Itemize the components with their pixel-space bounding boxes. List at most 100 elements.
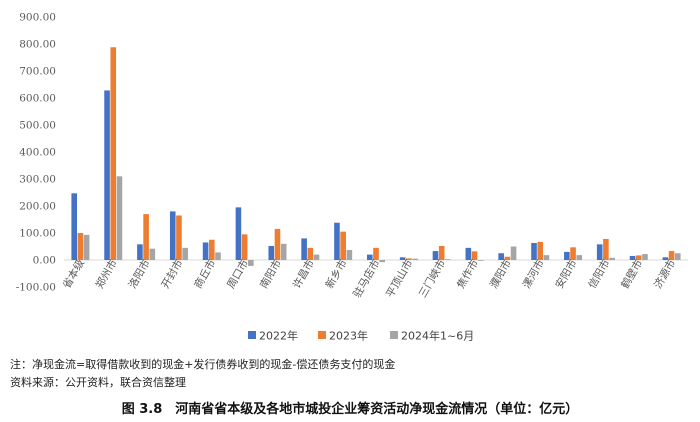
x-category-label: 许昌市 [290,257,317,291]
bar [531,242,537,260]
bar-group [531,241,550,260]
x-category-label: 济源市 [651,257,678,291]
bar-group [235,207,254,266]
x-category-label: 漯河市 [520,257,547,291]
y-tick-label: -100.00 [16,282,56,294]
bar [143,214,149,260]
bar [77,233,84,260]
bar [510,246,517,260]
legend-label: 2022年 [259,329,298,343]
bar [169,211,176,260]
bar [307,247,314,260]
x-category-label: 洛阳市 [126,257,153,291]
bar [629,255,636,260]
legend-item: 2022年 [248,329,298,343]
bar [301,238,307,260]
bar-chart: -100.00 0.00 100.00 200.00 300.00 400.00 500.0… [16,12,688,343]
y-axis-ticks: -100.00 0.00 100.00 200.00 300.00 400.00 500.0… [16,12,56,294]
bar [71,193,78,260]
legend-swatch [248,331,256,339]
figure-caption: 图 3.8 河南省省本级及各地市城投企业筹资活动净现金流情况（单位：亿元） [121,402,579,417]
x-category-label: 信阳市 [585,257,612,291]
bar [248,260,254,266]
bar-group [202,239,221,260]
bar-group [465,247,484,261]
bar [412,258,418,260]
bar [241,234,248,260]
bar-group [564,247,583,260]
bar [432,251,439,260]
x-category-label: 驻马店市 [350,257,382,300]
bar [596,244,603,260]
bar-groups [71,47,681,266]
y-tick-label: 100.00 [19,228,56,240]
x-category-label: 开封市 [159,257,186,291]
x-category-label: 南阳市 [257,257,284,291]
legend-swatch [318,331,326,339]
bar [543,255,550,260]
bar-group [104,47,123,260]
x-category-label: 焦作市 [454,257,481,291]
y-tick-label: 900.00 [19,12,56,24]
legend-label: 2024年1~6月 [401,329,474,343]
x-category-label: 周口市 [224,257,251,291]
bar-group [137,214,156,260]
bar [137,244,143,260]
bar-group [169,211,188,260]
legend-item: 2024年1~6月 [390,329,474,343]
y-tick-label: 700.00 [19,66,56,78]
y-tick-label: 400.00 [19,147,56,159]
bar-group [334,222,353,260]
bar [674,253,681,260]
bar [570,247,576,260]
bar [104,90,110,260]
bar [202,242,209,260]
bar [576,255,583,260]
bar [477,260,484,261]
y-tick-label: 500.00 [19,120,56,132]
footnote: 注：净现金流=取得借款收到的现金+发行债券收到的现金-偿还债务支付的现金 [10,358,396,371]
bar [215,252,221,260]
bar-group [399,257,418,260]
x-category-label: 商丘市 [191,257,218,291]
bar [280,243,287,260]
bar [334,222,340,260]
bar [564,251,570,260]
bar-group [662,251,681,260]
bar [406,258,412,260]
bar-group [301,238,320,260]
bar-group [367,247,385,263]
bar [83,234,90,260]
bar [268,245,275,260]
y-tick-label: 0.00 [33,255,56,267]
bar [116,176,123,260]
bar [235,207,242,260]
x-category-label: 省本级 [60,257,87,291]
legend-item: 2023年 [318,329,368,343]
legend-swatch [390,331,398,339]
x-category-label: 新乡市 [323,257,350,291]
bar [313,254,320,260]
bar [373,247,379,260]
bar-group [596,238,615,260]
bar [149,248,156,260]
bar-group [432,245,451,260]
x-category-label: 郑州市 [93,257,120,291]
bar [208,239,215,260]
bar [537,241,544,260]
bar [340,231,346,260]
bar [465,247,472,260]
bar [438,245,445,260]
y-tick-label: 800.00 [19,39,56,51]
bar [498,253,504,260]
bar-group [498,246,517,260]
y-tick-label: 300.00 [19,174,56,186]
y-tick-label: 200.00 [19,201,56,213]
x-category-label: 平顶山市 [383,257,415,300]
source-note: 资料来源：公开资料，联合资信整理 [10,376,186,389]
x-category-label: 安阳市 [553,257,580,291]
bar [110,47,117,260]
bar [346,250,353,260]
x-category-label: 鹤壁市 [618,257,645,291]
bar [504,256,511,260]
